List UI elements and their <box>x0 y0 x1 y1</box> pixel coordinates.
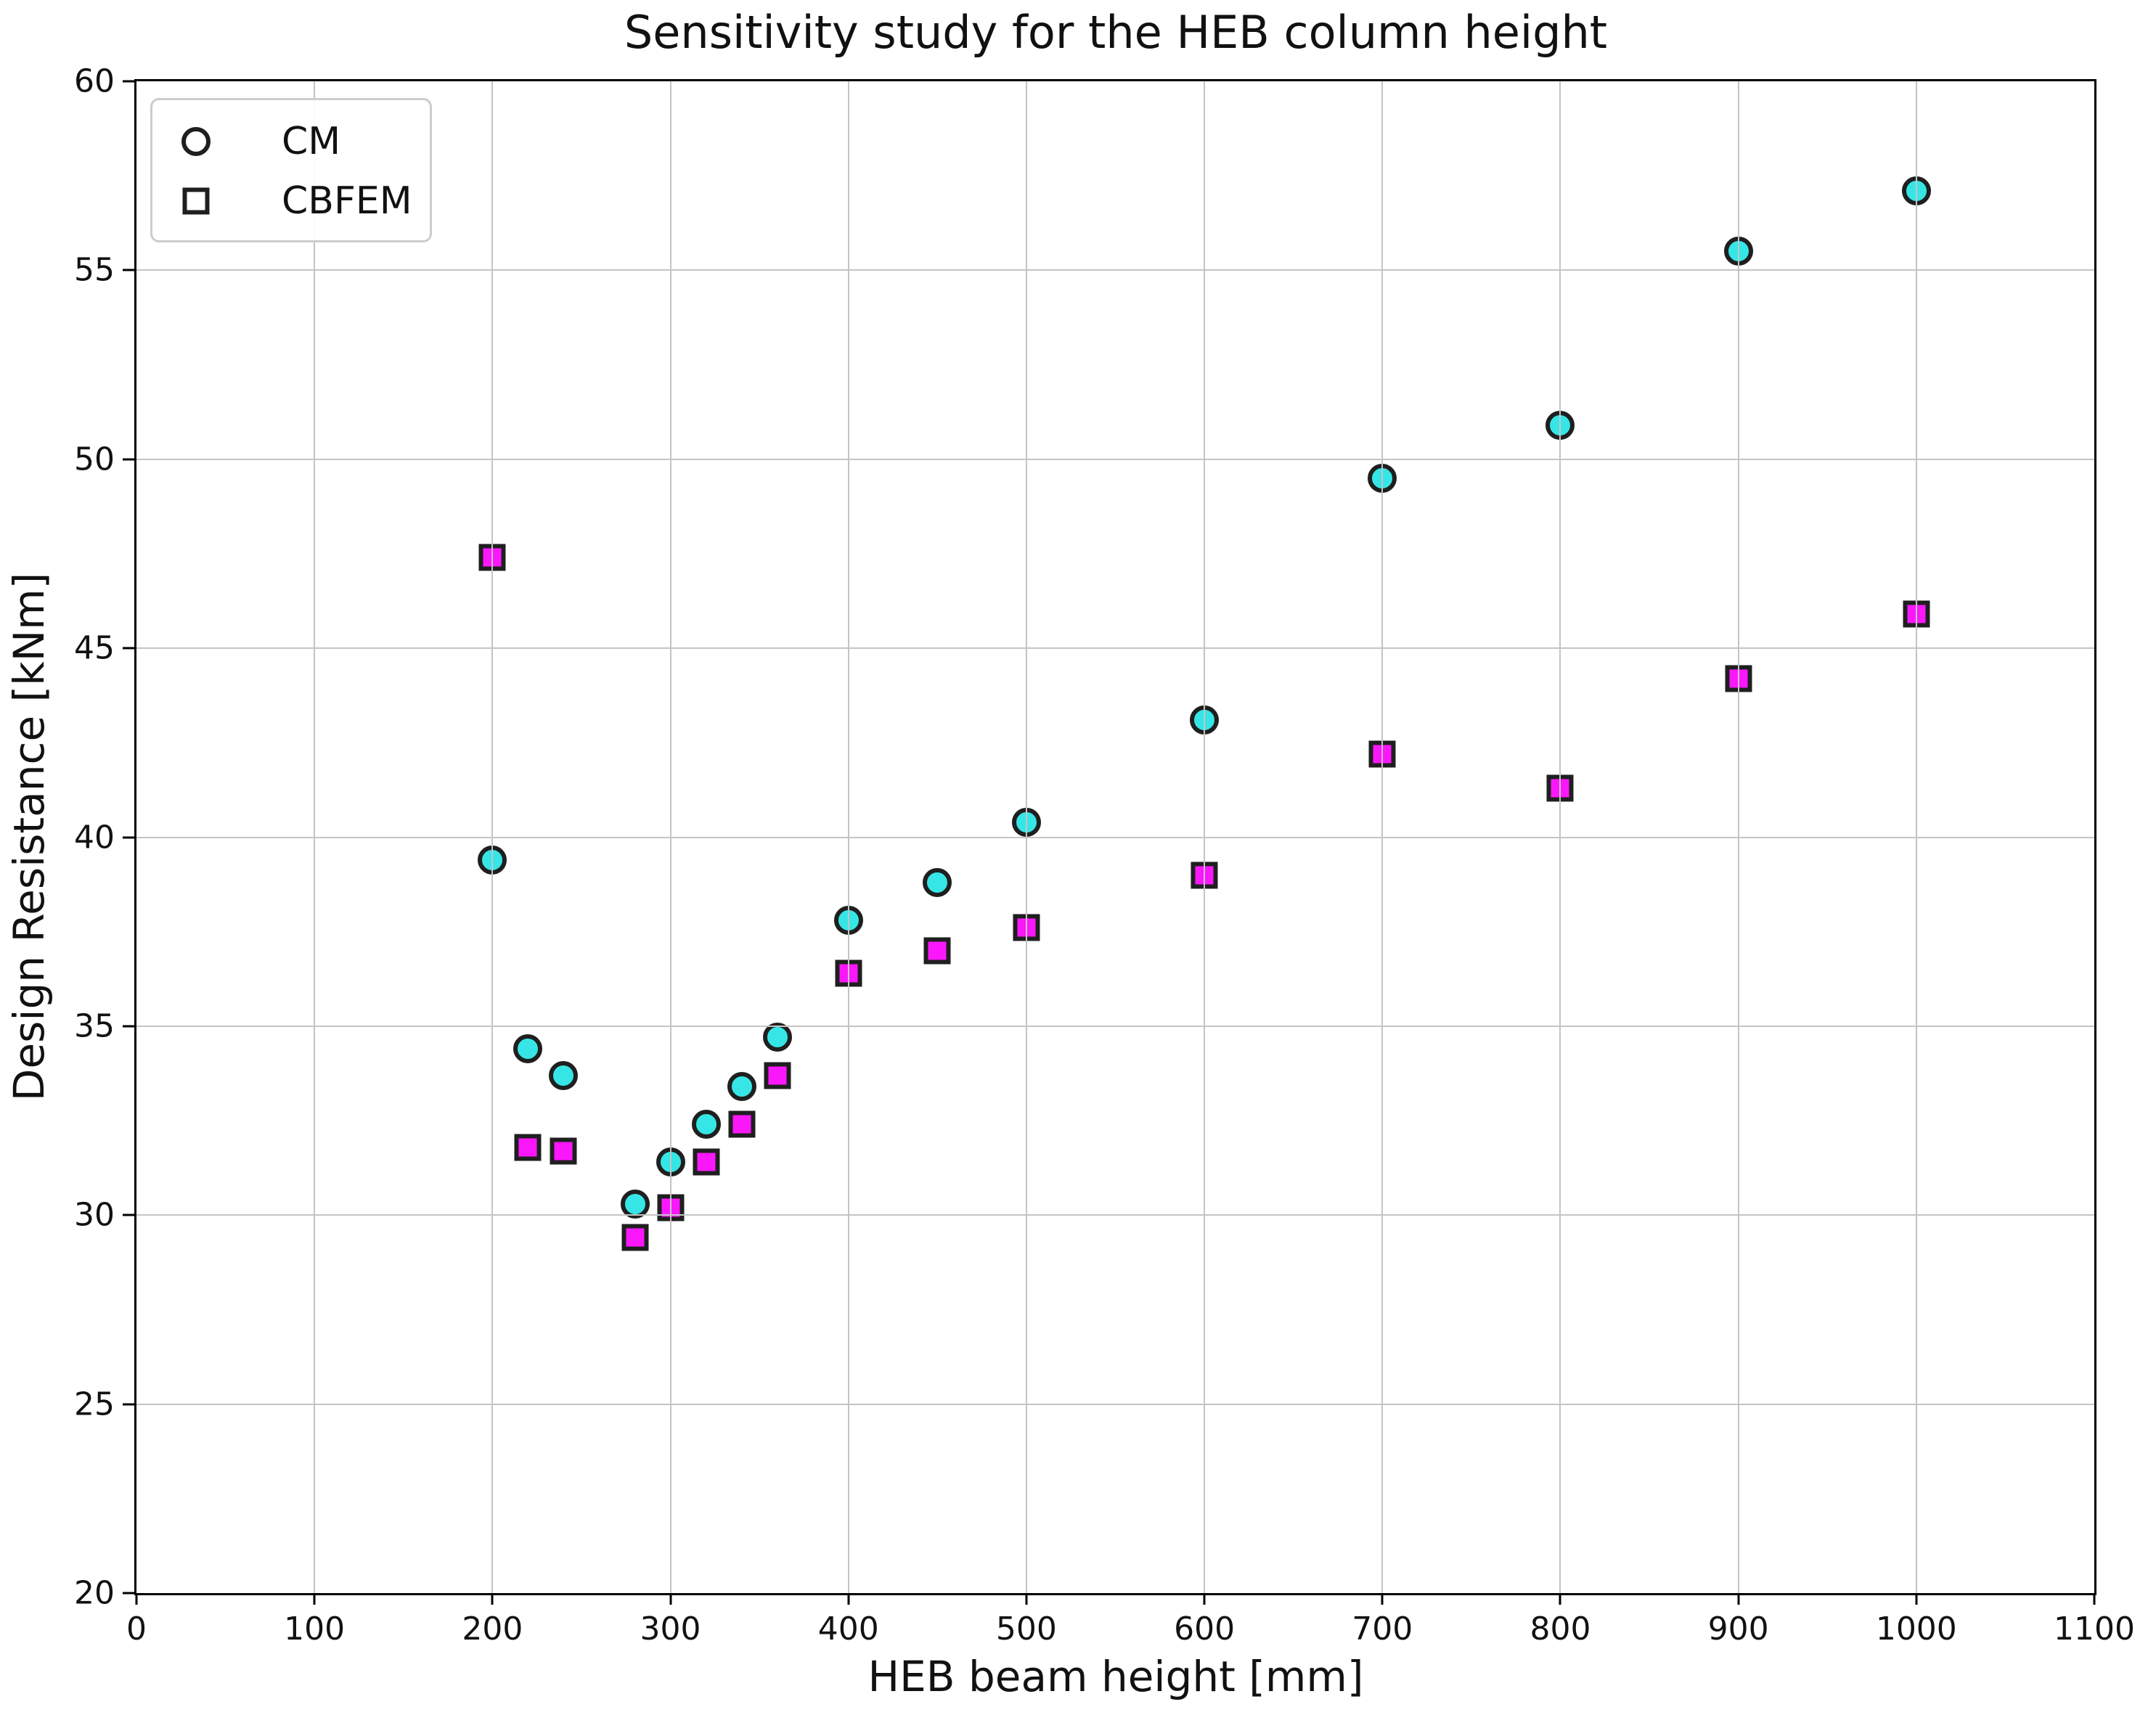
y-tick <box>123 1403 134 1406</box>
x-tick-label: 700 <box>1352 1611 1413 1648</box>
cm-point <box>549 1060 579 1090</box>
plot-area: CM CBFEM 0 100 200 300 400 500 600 700 800 900 100… <box>74 63 2135 1648</box>
y-tick-label: 30 <box>74 1196 115 1234</box>
x-tick-label: 400 <box>817 1611 879 1648</box>
y-gridline <box>136 458 2094 460</box>
y-gridline <box>136 1025 2094 1027</box>
x-tick <box>135 1593 138 1605</box>
cbfem-point <box>621 1224 648 1251</box>
legend-label-cm: CM <box>282 120 341 163</box>
y-tick <box>123 80 134 83</box>
y-tick <box>123 836 134 838</box>
x-axis-label: HEB beam height [mm] <box>867 1652 1364 1701</box>
chart-title: Sensitivity study for the HEB column hei… <box>624 6 1608 59</box>
square-marker-icon <box>182 187 210 215</box>
y-tick <box>123 1592 134 1595</box>
legend-label-cbfem: CBFEM <box>282 179 412 223</box>
x-tick <box>847 1593 850 1605</box>
x-tick-label: 600 <box>1174 1611 1236 1648</box>
x-tick <box>1737 1593 1740 1605</box>
x-tick <box>491 1593 494 1605</box>
y-tick <box>123 458 134 461</box>
x-tick-label: 300 <box>640 1611 701 1648</box>
x-tick-label: 100 <box>284 1611 346 1648</box>
x-tick <box>1915 1593 1918 1605</box>
legend-item-cbfem: CBFEM <box>152 173 430 229</box>
y-tick-label: 25 <box>74 1386 115 1423</box>
y-tick-label: 50 <box>74 441 115 478</box>
cm-point <box>691 1110 721 1139</box>
y-tick-label: 20 <box>74 1574 115 1612</box>
cm-point <box>923 867 952 897</box>
cbfem-point <box>728 1110 756 1138</box>
y-gridline <box>136 836 2094 838</box>
x-tick <box>1203 1593 1206 1605</box>
y-tick-label: 55 <box>74 251 115 289</box>
y-gridline <box>136 647 2094 650</box>
cbfem-point <box>764 1062 791 1089</box>
y-tick <box>123 1025 134 1028</box>
x-tick <box>2093 1593 2096 1605</box>
y-tick-label: 45 <box>74 629 115 667</box>
x-tick <box>1559 1593 1561 1605</box>
cm-point <box>762 1023 792 1052</box>
cm-point <box>513 1034 543 1064</box>
y-tick <box>123 647 134 650</box>
x-tick <box>1025 1593 1028 1605</box>
y-tick-label: 35 <box>74 1007 115 1045</box>
x-tick-label: 500 <box>995 1611 1057 1648</box>
legend: CM CBFEM <box>150 98 432 242</box>
x-tick-label: 1100 <box>2054 1611 2135 1648</box>
y-axis-label: Design Resistance [kNm] <box>4 572 54 1102</box>
y-tick <box>123 269 134 271</box>
cbfem-point <box>923 937 951 965</box>
legend-item-cm: CM <box>152 113 430 170</box>
y-gridline <box>136 1214 2094 1216</box>
y-tick-label: 40 <box>74 819 115 856</box>
x-tick-label: 0 <box>126 1611 147 1648</box>
x-tick-label: 200 <box>462 1611 523 1648</box>
circle-marker-icon <box>181 127 211 156</box>
x-tick-label: 900 <box>1707 1611 1769 1648</box>
x-tick <box>669 1593 672 1605</box>
cbfem-point <box>550 1137 577 1165</box>
x-tick <box>1381 1593 1384 1605</box>
y-gridline <box>136 269 2094 271</box>
x-tick-label: 1000 <box>1875 1611 1957 1648</box>
y-tick <box>123 1214 134 1216</box>
x-tick-label: 800 <box>1530 1611 1591 1648</box>
y-gridline <box>136 1403 2094 1405</box>
cbfem-point <box>514 1134 542 1161</box>
cm-point <box>620 1189 650 1219</box>
cm-point <box>727 1072 756 1102</box>
cbfem-point <box>693 1148 720 1176</box>
x-tick <box>313 1593 316 1605</box>
y-tick-label: 60 <box>74 62 115 100</box>
